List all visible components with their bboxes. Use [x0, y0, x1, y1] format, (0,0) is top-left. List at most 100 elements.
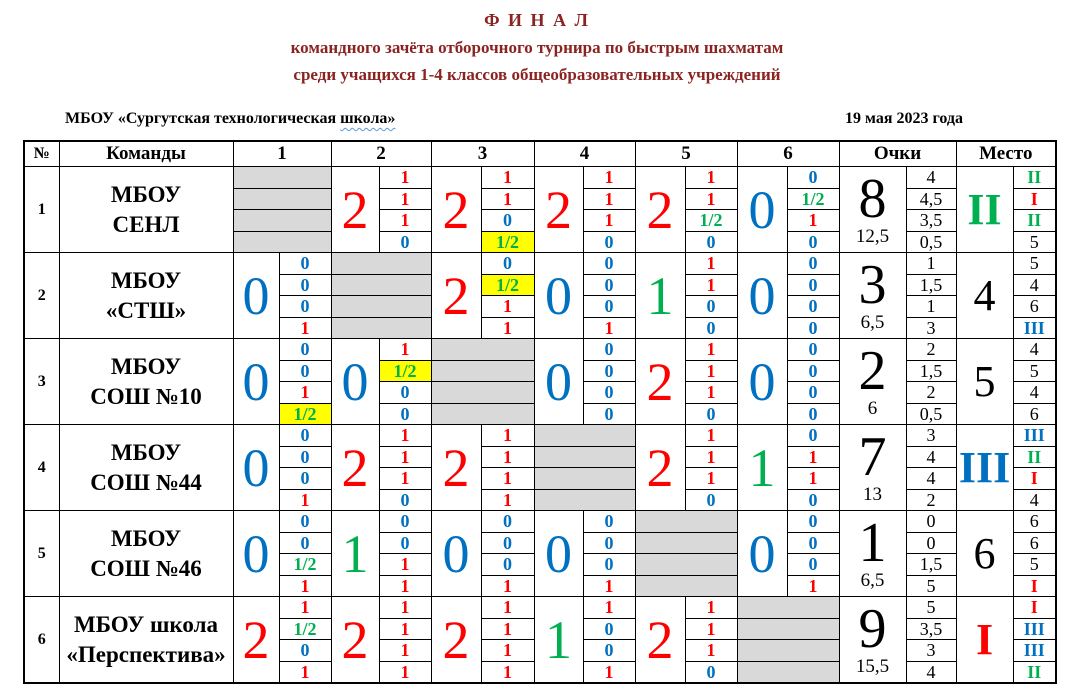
- match-score: 0: [330, 338, 380, 425]
- board-points: 3: [905, 316, 957, 339]
- board-result: 1: [684, 617, 738, 640]
- results-tbody: 1 МБОУ СЕНЛ 2 1 2 1 2 1 2 1 0 0 8 12,5 4 II II 1 1 1 1 1/2 4,5 I…: [23, 166, 1057, 684]
- board-result: 1/2: [786, 187, 840, 210]
- match-score: 1: [533, 596, 584, 684]
- self-cell: [330, 252, 432, 275]
- team-name: МБОУ школа «Перспектива»: [58, 596, 234, 684]
- board-result: 0: [582, 338, 636, 361]
- self-cell: [430, 338, 535, 361]
- board-result: 1: [480, 424, 535, 447]
- board-result: 1: [684, 187, 738, 210]
- board-result: 0: [278, 252, 332, 275]
- board-result: 0: [582, 359, 636, 382]
- row-number: 5: [23, 510, 60, 597]
- board-row: 1/2 0 0 0 0 0,5 6: [24, 402, 1057, 425]
- board-result: 0: [582, 617, 636, 640]
- board-points: 5: [905, 574, 957, 597]
- points-tiebreak-value: 6: [867, 398, 878, 420]
- board-result: 1: [378, 187, 432, 210]
- team-name-line: СЕНЛ: [112, 211, 180, 237]
- self-cell: [634, 510, 738, 533]
- points-total-value: 7: [858, 425, 887, 488]
- board-result: 0: [684, 316, 738, 339]
- board-place: 4: [1012, 338, 1057, 361]
- board-place: 4: [1012, 381, 1057, 404]
- self-cell: [330, 295, 432, 318]
- team-name-line: СОШ №10: [90, 383, 202, 409]
- board-points: 2: [905, 338, 957, 361]
- board-result: 1: [786, 445, 840, 468]
- board-result: 0: [786, 359, 840, 382]
- header-points: Очки: [838, 140, 957, 167]
- title-block: Ф И Н А Л командного зачёта отборочного …: [0, 10, 1074, 85]
- board-result: 0: [684, 402, 738, 425]
- points-total-value: 2: [858, 339, 887, 402]
- match-score: 0: [533, 252, 584, 339]
- match-score: 1: [736, 424, 788, 511]
- board-result: 0: [684, 488, 738, 511]
- self-cell: [634, 531, 738, 554]
- board-row: 0 1 0 0 0 1 6: [24, 295, 1057, 318]
- board-points: 4,5: [905, 187, 957, 210]
- self-cell: [736, 596, 840, 619]
- board-result: 0: [582, 553, 636, 576]
- team-name: МБОУ СОШ №10: [58, 338, 234, 425]
- board-result: 1: [480, 295, 535, 318]
- team-name-line: «СТШ»: [105, 297, 187, 323]
- board-points: 1: [905, 295, 957, 318]
- board-result: 1: [480, 660, 535, 684]
- board-place: 6: [1012, 402, 1057, 425]
- board-points: 4: [905, 166, 957, 189]
- board-place: II: [1012, 166, 1057, 189]
- board-result: 1: [480, 639, 535, 662]
- match-score: 2: [232, 596, 280, 684]
- board-result: 1: [684, 467, 738, 490]
- board-result: 1: [278, 574, 332, 597]
- match-score: 2: [430, 596, 482, 684]
- self-cell: [736, 660, 840, 684]
- team-name: МБОУ СОШ №46: [58, 510, 234, 597]
- board-result: 0: [278, 467, 332, 490]
- self-cell: [430, 381, 535, 404]
- board-result: 0: [582, 510, 636, 533]
- board-result: 1: [684, 445, 738, 468]
- self-cell: [634, 553, 738, 576]
- board-points: 2: [905, 488, 957, 511]
- board-result: 1: [684, 252, 738, 275]
- points-tiebreak-value: 12,5: [855, 226, 890, 248]
- board-place: 5: [1012, 252, 1057, 275]
- board-result: 0: [786, 402, 840, 425]
- board-row: 0 0 0 0 0 0 6: [24, 531, 1057, 554]
- place-total: 5: [955, 338, 1014, 425]
- header-round-4: 4: [533, 140, 636, 167]
- match-score: 0: [430, 510, 482, 597]
- board-place: 6: [1012, 510, 1057, 533]
- board-result: 0: [582, 381, 636, 404]
- board-row: 2 МБОУ «СТШ» 0 0 2 0 0 0 1 1 0 0 3 6,5 1 4 5: [23, 252, 1057, 339]
- board-points: 3: [905, 424, 957, 447]
- match-score: 1: [634, 252, 686, 339]
- self-cell: [533, 488, 636, 511]
- points-total-value: 8: [858, 167, 887, 230]
- board-result: 1: [480, 467, 535, 490]
- header-row: № Команды 1 2 3 4 5 6 Очки Место: [23, 140, 1057, 167]
- self-cell: [232, 187, 332, 210]
- board-row: 1 МБОУ СЕНЛ 2 1 2 1 2 1 2 1 0 0 8 12,5 4 II II: [23, 166, 1057, 253]
- header-round-6: 6: [736, 140, 840, 167]
- points-tiebreak-value: 6,5: [860, 312, 885, 334]
- board-result: 0: [786, 230, 840, 253]
- team-name: МБОУ «СТШ»: [58, 252, 234, 339]
- board-result: 0: [684, 660, 738, 684]
- board-result: 1: [278, 660, 332, 684]
- self-cell: [330, 316, 432, 339]
- board-result: 1: [378, 467, 432, 490]
- team-name-line: МБОУ: [110, 439, 182, 465]
- self-cell: [232, 209, 332, 232]
- board-result: 1/2: [480, 230, 535, 253]
- board-result: 0: [378, 402, 432, 425]
- board-place: I: [1012, 596, 1057, 619]
- board-place: 5: [1012, 359, 1057, 382]
- board-points: 4: [905, 445, 957, 468]
- board-points: 3,5: [905, 209, 957, 232]
- board-row: 1 0 1 1/2 1 3,5 II: [24, 209, 1057, 232]
